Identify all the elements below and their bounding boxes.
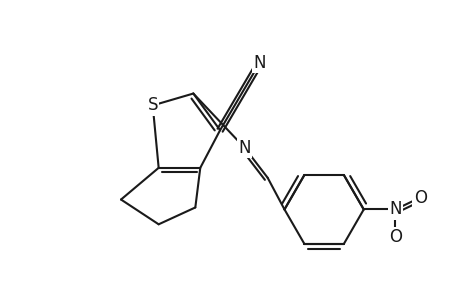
- Text: O: O: [413, 189, 426, 207]
- Text: O: O: [388, 228, 401, 246]
- Text: S: S: [147, 96, 157, 114]
- Text: N: N: [253, 54, 265, 72]
- Text: N: N: [238, 139, 251, 157]
- Text: N: N: [388, 200, 401, 218]
